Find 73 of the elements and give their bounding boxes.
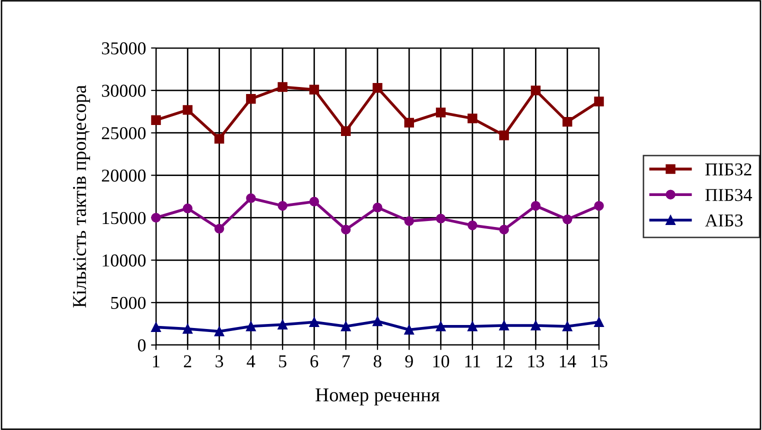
point [340,224,351,234]
point [530,200,541,211]
point [530,320,541,330]
x-tick-label: 6 [310,355,318,368]
point [562,321,572,332]
point [594,96,604,106]
y-tick-label: 0 [138,339,146,352]
y-tick-label: 30000 [102,84,146,97]
point [499,224,509,234]
point [499,130,509,140]
x-tick-label: 3 [216,355,224,368]
point [246,193,256,204]
point [309,84,320,94]
point [468,114,478,124]
x-tick-label: 15 [592,355,608,368]
point [246,94,256,104]
x-tick-label: 13 [528,355,544,368]
point [182,105,193,115]
point [151,115,161,125]
x-tick-label: 14 [560,355,576,368]
x-tick-label: 2 [184,355,192,368]
point [182,324,193,334]
y-tick-label: 15000 [102,212,146,224]
point [468,220,478,230]
point [499,320,509,330]
point [214,134,224,144]
point [468,321,478,332]
point [562,116,572,127]
point [214,326,224,336]
point [562,214,572,224]
point [436,321,446,332]
x-tick-label: 5 [279,355,286,368]
point [372,316,382,326]
x-tick-label: 4 [246,355,256,368]
x-tick-label: 9 [405,355,413,368]
point [151,212,161,223]
point [182,204,193,214]
point [151,322,161,332]
y-tick-label: 25000 [102,127,146,140]
point [404,324,414,335]
point [278,320,288,330]
point [530,86,541,96]
y-tick-label: 20000 [102,170,146,182]
point [340,321,351,332]
x-tick-label: 12 [496,355,512,368]
point [372,83,382,93]
point [594,200,604,211]
point [246,321,256,332]
legend-label: АІБ3 [705,214,743,227]
point [436,214,446,224]
x-tick-label: 7 [342,355,350,368]
x-tick-label: 11 [465,355,480,368]
x-tick-label: 8 [374,355,382,368]
y-tick-label: 35000 [102,42,146,54]
point [404,216,414,226]
x-tick-label: 1 [153,355,160,368]
y-axis-title: Кількість тактів процесора [73,85,90,308]
point [278,200,288,211]
point [309,317,320,327]
point [372,202,382,212]
x-tick-label: 10 [433,355,450,368]
y-tick-label: 5000 [111,296,146,310]
legend-label: ПІБ34 [705,188,752,202]
legend-label: ПІБ32 [705,163,752,176]
point [404,118,414,128]
x-axis-title: Номер речення [316,388,440,406]
point [278,82,288,92]
point [340,126,351,136]
point [594,317,604,327]
point [214,224,224,234]
point [309,196,320,206]
point [436,108,446,118]
y-tick-label: 10000 [102,254,146,267]
